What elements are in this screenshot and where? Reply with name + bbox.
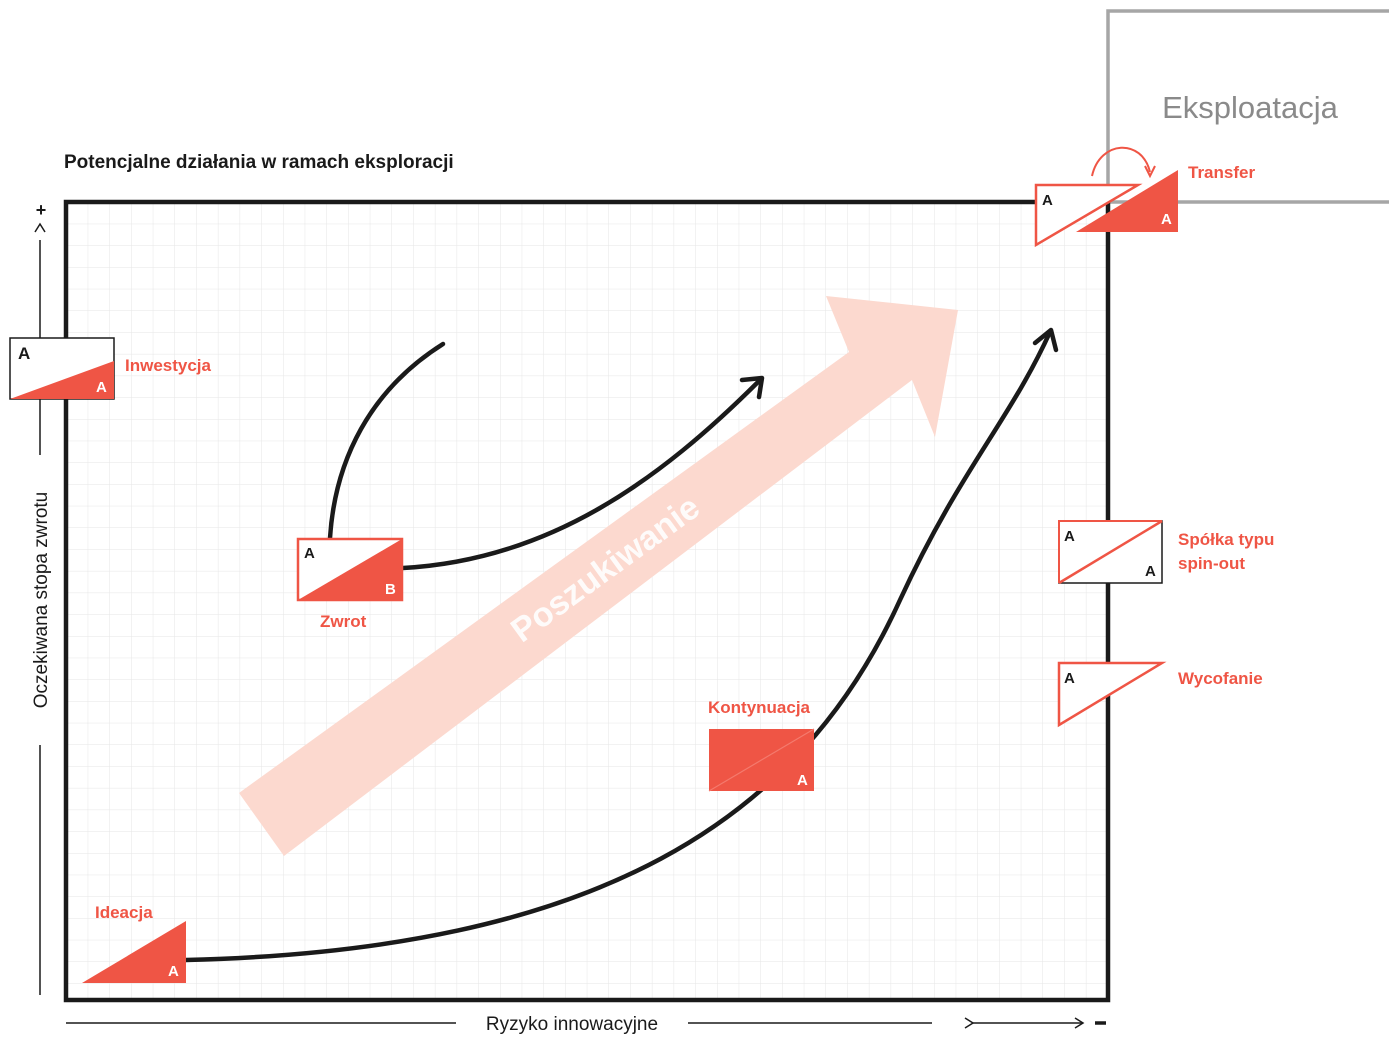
y-axis: + Oczekiwana stopa zwrotu xyxy=(31,200,52,995)
node-spinout: A A Spółka typu spin-out xyxy=(1058,519,1274,585)
node-wycofanie: A Wycofanie xyxy=(1057,661,1263,728)
x-axis-arrow-end-icon xyxy=(1074,1017,1085,1029)
y-axis-arrow-icon xyxy=(34,222,46,233)
y-axis-label: Oczekiwana stopa zwrotu xyxy=(31,492,52,709)
x-axis-arrow-icon xyxy=(964,1017,975,1029)
curve-arrowhead-icon xyxy=(1032,327,1059,353)
transfer-top-letter: A xyxy=(1042,192,1053,209)
node-transfer: A A Transfer xyxy=(1034,146,1255,248)
transfer-bottom-letter: A xyxy=(1161,211,1172,228)
kontynuacja-label: Kontynuacja xyxy=(708,698,811,717)
exploitation-box xyxy=(1106,9,1389,204)
node-inwestycja: A A Inwestycja xyxy=(9,337,212,400)
x-axis: Ryzyko innowacyjne xyxy=(66,1014,1106,1035)
node-kontynuacja: A Kontynuacja xyxy=(708,698,815,792)
main-frame xyxy=(63,199,1111,1003)
transfer-label: Transfer xyxy=(1188,163,1255,182)
wycofanie-label: Wycofanie xyxy=(1178,669,1263,688)
curve-zwrot-up xyxy=(327,341,446,541)
wycofanie-top-letter: A xyxy=(1064,670,1075,687)
spinout-label-line2: spin-out xyxy=(1178,554,1245,573)
zwrot-top-letter: A xyxy=(304,545,315,562)
exploitation-label: Eksploatacja xyxy=(1162,90,1339,125)
diagram-title: Potencjalne działania w ramach eksplorac… xyxy=(64,152,454,173)
curve-arrowhead-icon xyxy=(739,375,765,400)
y-axis-plus: + xyxy=(36,200,47,220)
spinout-label-line1: Spółka typu xyxy=(1178,530,1274,549)
path-curves xyxy=(183,329,1053,963)
transfer-arc-arrow-icon xyxy=(1091,146,1151,177)
x-axis-label: Ryzyko innowacyjne xyxy=(486,1014,658,1035)
spinout-top-letter: A xyxy=(1064,528,1075,545)
node-zwrot: A B Zwrot xyxy=(296,537,404,631)
curve-zwrot-right xyxy=(400,377,763,571)
ideacja-bottom-letter: A xyxy=(168,963,179,980)
spinout-bottom-letter: A xyxy=(1145,563,1156,580)
inwestycja-top-letter: A xyxy=(18,344,30,363)
zwrot-label: Zwrot xyxy=(320,612,367,631)
ideacja-label: Ideacja xyxy=(95,903,153,922)
inwestycja-bottom-letter: A xyxy=(96,379,107,396)
kontynuacja-bottom-letter: A xyxy=(797,772,808,789)
zwrot-bottom-letter: B xyxy=(385,581,396,598)
node-ideacja: A Ideacja xyxy=(82,903,186,983)
curve-ideacja-to-transfer xyxy=(183,329,1053,963)
inwestycja-label: Inwestycja xyxy=(125,356,212,375)
